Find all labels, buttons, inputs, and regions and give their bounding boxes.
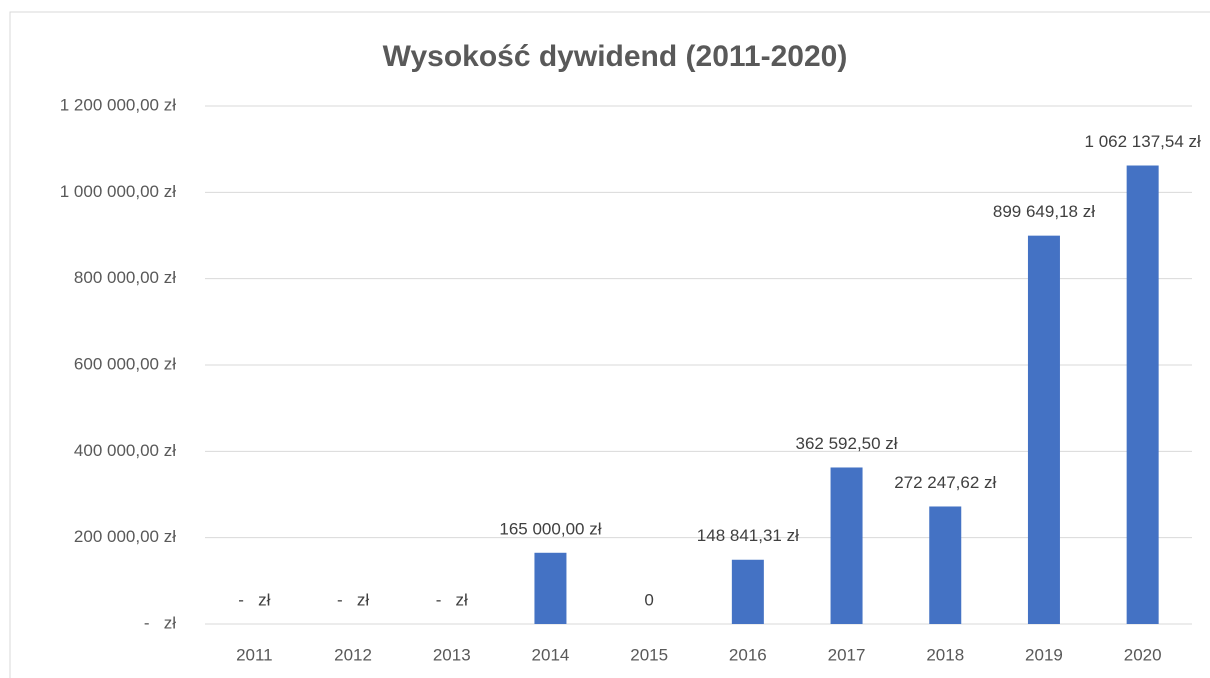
data-label: 0 — [644, 590, 653, 609]
bar — [830, 467, 863, 624]
data-label: 899 649,18 zł — [993, 202, 1095, 221]
x-tick-label: 2014 — [532, 645, 570, 664]
bar — [731, 559, 764, 624]
y-tick-label: 1 000 000,00 zł — [60, 182, 176, 201]
y-tick-label: 800 000,00 zł — [74, 268, 176, 287]
data-label: 272 247,62 zł — [894, 473, 996, 492]
x-tick-label: 2011 — [236, 645, 273, 664]
bar — [534, 552, 567, 624]
bar — [1027, 235, 1060, 625]
data-label: 362 592,50 zł — [796, 434, 898, 453]
data-label: - zł — [337, 590, 369, 609]
x-tick-label: 2017 — [828, 645, 866, 664]
bar — [929, 506, 962, 624]
data-label: 148 841,31 zł — [697, 526, 799, 545]
x-tick-label: 2012 — [334, 645, 372, 664]
y-tick-label: 600 000,00 zł — [74, 354, 176, 373]
x-tick-label: 2019 — [1025, 645, 1063, 664]
x-tick-label: 2016 — [729, 645, 767, 664]
data-label: - zł — [238, 590, 270, 609]
data-label: 165 000,00 zł — [499, 519, 601, 538]
y-tick-label: - zł — [144, 613, 176, 632]
y-tick-label: 1 200 000,00 zł — [60, 95, 176, 114]
data-label: - zł — [436, 590, 468, 609]
chart-title: Wysokość dywidend (2011-2020) — [383, 40, 848, 73]
chart-border — [9, 11, 1210, 678]
bar — [1126, 165, 1159, 625]
y-tick-label: 200 000,00 zł — [74, 527, 176, 546]
data-label: 1 062 137,54 zł — [1085, 132, 1201, 151]
x-tick-label: 2015 — [630, 645, 668, 664]
x-tick-label: 2020 — [1124, 645, 1162, 664]
x-tick-label: 2013 — [433, 645, 471, 664]
x-tick-label: 2018 — [926, 645, 964, 664]
y-tick-label: 400 000,00 zł — [74, 441, 176, 460]
